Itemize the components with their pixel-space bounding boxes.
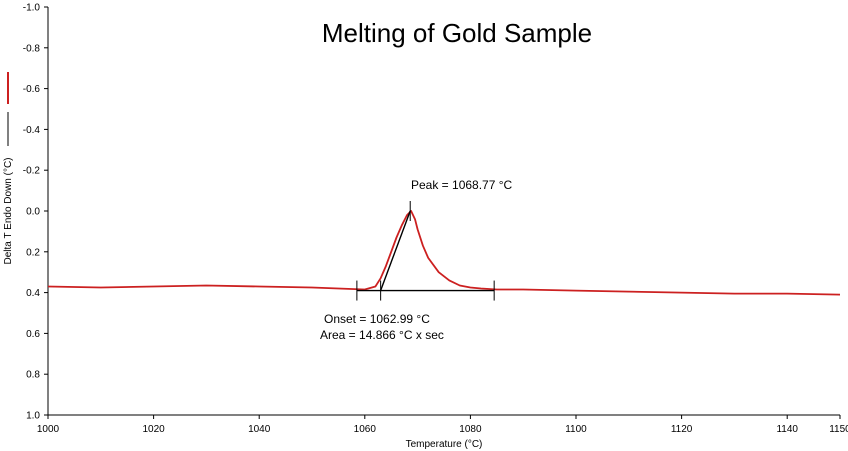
y-axis-title: Delta T Endo Down (°C) — [3, 157, 14, 264]
x-tick-label: 1060 — [354, 424, 377, 435]
y-tick-label: -0.6 — [23, 84, 41, 95]
x-tick-label: 1080 — [459, 424, 482, 435]
series-layer — [47, 210, 841, 296]
x-tick-label: 1020 — [142, 424, 165, 435]
marker-layer — [356, 201, 495, 301]
x-tick-label: 1040 — [248, 424, 271, 435]
x-tick-label: 1140 — [776, 424, 798, 435]
y-tick-label: 0.2 — [26, 247, 40, 258]
axes: -1.0 -0.8 -0.6 -0.4 -0.2 0.0 0.2 0.4 0.6 0.8 1.0 10… — [23, 3, 848, 436]
y-tick-label: -0.4 — [23, 125, 41, 136]
chart-title: Melting of Gold Sample — [322, 18, 592, 48]
y-tick-label: 0.8 — [26, 370, 40, 381]
y-tick-label: 0.4 — [26, 288, 40, 299]
y-tick-label: 0.0 — [26, 207, 40, 218]
analysis-line — [379, 210, 411, 291]
y-tick-label: -0.2 — [23, 166, 41, 177]
y-tick-label: 0.6 — [26, 329, 40, 340]
y-tick-label: -1.0 — [23, 3, 41, 14]
x-tick-label: 1000 — [37, 424, 60, 435]
y-tick-label: 1.0 — [26, 411, 40, 422]
y-tick-label: -0.8 — [23, 43, 41, 54]
x-tick-label: 1150 — [829, 424, 848, 435]
annotation-peak: Peak = 1068.77 °C — [411, 178, 513, 192]
series-line-signal — [47, 210, 841, 296]
x-tick-label: 1120 — [671, 424, 693, 435]
annotation-area: Area = 14.866 °C x sec — [320, 328, 444, 342]
x-tick-label: 1100 — [565, 424, 587, 435]
x-axis-title: Temperature (°C) — [406, 439, 483, 450]
annotation-onset: Onset = 1062.99 °C — [324, 312, 430, 326]
